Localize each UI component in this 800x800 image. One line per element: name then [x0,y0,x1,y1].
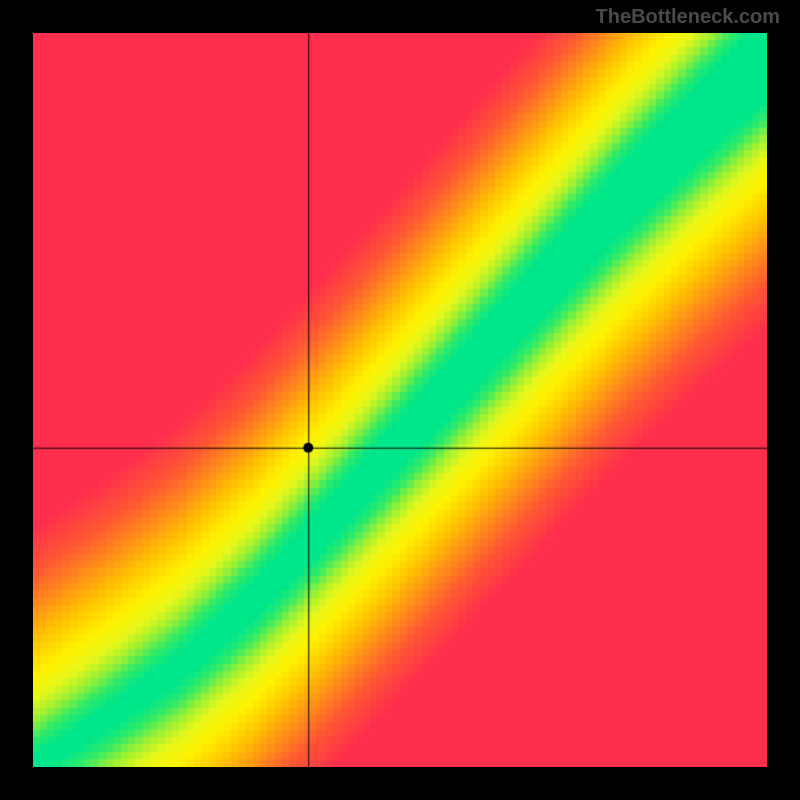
chart-container: TheBottleneck.com [0,0,800,800]
bottleneck-heatmap [33,33,767,767]
watermark-text: TheBottleneck.com [596,6,780,29]
